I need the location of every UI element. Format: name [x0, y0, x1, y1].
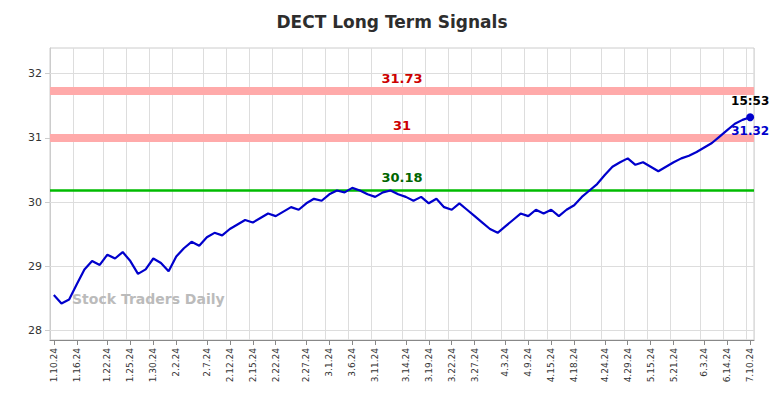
svg-text:31.32: 31.32 [731, 124, 769, 138]
svg-text:5.21.24: 5.21.24 [669, 348, 679, 383]
svg-text:1.30.24: 1.30.24 [148, 348, 158, 383]
svg-text:3.6.24: 3.6.24 [347, 348, 357, 377]
svg-text:3.22.24: 3.22.24 [447, 348, 457, 383]
svg-text:4.9.24: 4.9.24 [523, 348, 533, 377]
svg-text:1.10.24: 1.10.24 [49, 348, 59, 383]
svg-text:DECT Long Term Signals: DECT Long Term Signals [276, 12, 507, 32]
svg-text:4.29.24: 4.29.24 [623, 348, 633, 383]
svg-text:2.22.24: 2.22.24 [271, 348, 281, 383]
svg-text:31: 31 [28, 131, 42, 144]
svg-text:4.3.24: 4.3.24 [500, 348, 510, 377]
svg-text:1.25.24: 1.25.24 [125, 348, 135, 383]
svg-text:3.19.24: 3.19.24 [424, 348, 434, 383]
svg-text:2.2.24: 2.2.24 [171, 348, 181, 377]
svg-text:3.27.24: 3.27.24 [470, 348, 480, 383]
svg-text:4.15.24: 4.15.24 [546, 348, 556, 383]
svg-text:Stock Traders Daily: Stock Traders Daily [72, 291, 225, 307]
svg-text:31.73: 31.73 [381, 71, 422, 86]
svg-text:15:53: 15:53 [731, 94, 769, 108]
svg-text:32: 32 [28, 67, 42, 80]
svg-text:6.14.24: 6.14.24 [722, 348, 732, 383]
svg-text:30: 30 [28, 196, 42, 209]
svg-text:2.15.24: 2.15.24 [248, 348, 258, 383]
svg-text:6.3.24: 6.3.24 [699, 348, 709, 377]
svg-text:2.27.24: 2.27.24 [301, 348, 311, 383]
svg-text:1.22.24: 1.22.24 [102, 348, 112, 383]
svg-text:7.10.24: 7.10.24 [745, 348, 755, 383]
svg-text:4.18.24: 4.18.24 [569, 348, 579, 383]
svg-text:29: 29 [28, 260, 42, 273]
svg-text:3.11.24: 3.11.24 [370, 348, 380, 383]
svg-text:4.24.24: 4.24.24 [600, 348, 610, 383]
svg-text:30.18: 30.18 [381, 170, 422, 185]
svg-text:31: 31 [393, 118, 411, 133]
svg-text:28: 28 [28, 324, 42, 337]
svg-text:5.15.24: 5.15.24 [646, 348, 656, 383]
svg-text:3.14.24: 3.14.24 [401, 348, 411, 383]
svg-text:3.1.24: 3.1.24 [324, 348, 334, 377]
svg-text:1.16.24: 1.16.24 [72, 348, 82, 383]
svg-text:2.12.24: 2.12.24 [225, 348, 235, 383]
svg-text:2.7.24: 2.7.24 [202, 348, 212, 377]
